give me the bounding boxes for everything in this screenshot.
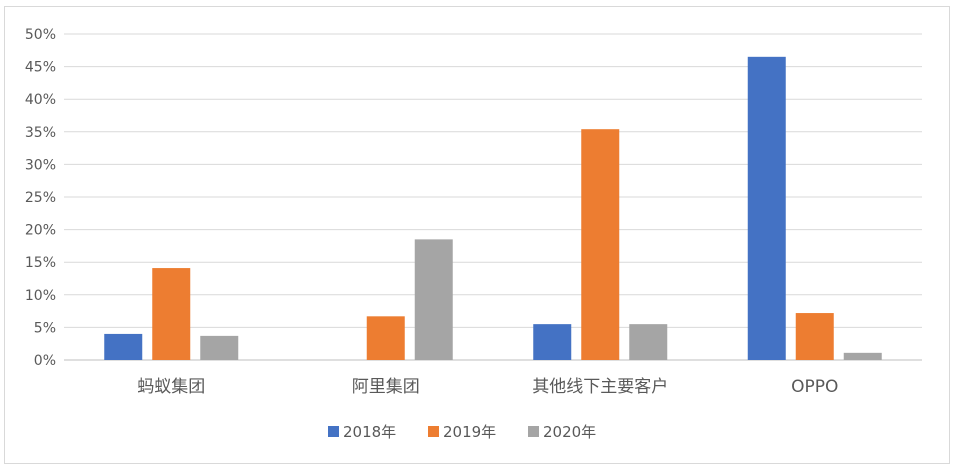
bar bbox=[581, 129, 620, 360]
x-tick-label: 阿里集团 bbox=[352, 377, 420, 397]
y-tick-label: 25% bbox=[25, 190, 56, 206]
y-tick-label: 40% bbox=[25, 92, 56, 108]
legend-label: 2018年 bbox=[343, 423, 396, 441]
y-tick-label: 30% bbox=[25, 157, 56, 173]
bars bbox=[104, 56, 882, 360]
bar bbox=[629, 324, 668, 360]
bar bbox=[152, 268, 191, 360]
legend-swatch bbox=[328, 426, 339, 437]
x-tick-label: OPPO bbox=[791, 377, 838, 397]
bar bbox=[843, 352, 882, 360]
y-tick-label: 5% bbox=[34, 320, 56, 336]
y-tick-label: 50% bbox=[25, 27, 56, 43]
x-tick-label: 其他线下主要客户 bbox=[532, 377, 668, 397]
x-tick-label: 蚂蚁集团 bbox=[137, 377, 205, 397]
legend-label: 2019年 bbox=[443, 423, 496, 441]
bar bbox=[533, 324, 572, 360]
y-axis-ticks: 0% 5% 10% 15% 20% 25% 30% 35% 40% 45% 50% bbox=[25, 27, 56, 369]
bar bbox=[366, 316, 405, 360]
bar bbox=[795, 313, 834, 360]
legend-swatch bbox=[428, 426, 439, 437]
chart-frame bbox=[4, 6, 950, 464]
bar bbox=[414, 239, 453, 360]
y-tick-label: 15% bbox=[25, 255, 56, 271]
legend: 2018年 2019年 2020年 bbox=[328, 423, 596, 441]
y-tick-label: 35% bbox=[25, 125, 56, 141]
y-tick-label: 20% bbox=[25, 223, 56, 239]
y-tick-label: 0% bbox=[34, 353, 56, 369]
legend-label: 2020年 bbox=[543, 423, 596, 441]
bar bbox=[200, 335, 239, 360]
y-tick-label: 10% bbox=[25, 288, 56, 304]
bar bbox=[104, 333, 143, 360]
legend-swatch bbox=[528, 426, 539, 437]
x-axis-labels: 蚂蚁集团 阿里集团 其他线下主要客户 OPPO bbox=[137, 377, 838, 397]
bar bbox=[747, 56, 786, 360]
gridlines bbox=[64, 33, 922, 361]
y-tick-label: 45% bbox=[25, 60, 56, 76]
